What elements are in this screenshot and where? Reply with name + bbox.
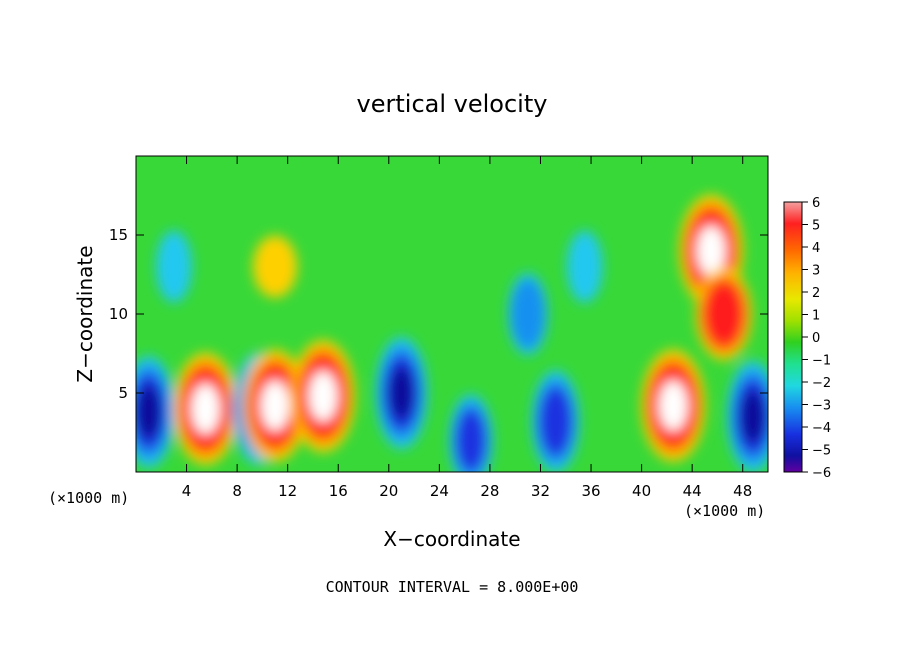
x-tick-label: 40 (632, 482, 651, 500)
contour-interval-note: CONTOUR INTERVAL = 8.000E+00 (326, 578, 579, 596)
colorbar-tick-label: 3 (812, 264, 820, 279)
velocity-cell-9 (566, 230, 603, 303)
colorbar-tick-label: 5 (812, 219, 820, 234)
colorbar-tick-label: −4 (812, 421, 831, 436)
velocity-cell-14 (155, 230, 192, 303)
y-tick-label: 10 (109, 305, 128, 323)
x-unit-label: (×1000 m) (684, 502, 765, 520)
velocity-cell-13 (740, 389, 766, 444)
y-tick-label: 15 (109, 226, 128, 244)
x-tick-label: 28 (480, 482, 499, 500)
colorbar-tick-label: 1 (812, 309, 820, 324)
velocity-cell-1 (191, 383, 220, 434)
velocity-cell-12 (704, 281, 744, 347)
x-tick-label: 8 (232, 482, 242, 500)
colorbar-tick-label: 0 (812, 331, 820, 346)
x-tick-label: 24 (430, 482, 449, 500)
colorbar-ticks: 6 5 4 3 2 1 0 −1 −2 −3 −4 −5 −6 (802, 196, 831, 481)
colorbar-tick-label: −6 (812, 466, 831, 481)
velocity-cell-15 (253, 235, 298, 298)
velocity-cell-5 (388, 366, 414, 420)
velocity-cell-8 (510, 279, 545, 349)
x-tick-label: 12 (278, 482, 297, 500)
y-axis-label: Z−coordinate (73, 245, 97, 382)
colorbar-tick-label: 4 (812, 241, 820, 256)
y-unit-label: (×1000 m) (48, 489, 129, 507)
x-axis-ticks: 4 8 12 16 20 24 28 32 36 40 44 48 (182, 156, 752, 500)
y-axis-ticks: 5 10 15 (109, 226, 768, 402)
colorbar-tick-label: −3 (812, 399, 831, 414)
x-tick-label: 16 (329, 482, 348, 500)
chart-title: vertical velocity (357, 90, 548, 118)
x-tick-label: 32 (531, 482, 550, 500)
x-tick-label: 4 (182, 482, 192, 500)
x-axis-label: X−coordinate (383, 527, 520, 551)
velocity-cell-7 (539, 386, 572, 457)
x-tick-label: 44 (683, 482, 702, 500)
x-tick-label: 20 (379, 482, 398, 500)
colorbar (783, 201, 803, 473)
velocity-cell-10 (658, 380, 688, 431)
velocity-cell-11 (696, 225, 726, 276)
velocity-cell-0 (136, 385, 162, 439)
colorbar-tick-label: −2 (812, 376, 831, 391)
velocity-cell-6 (456, 409, 486, 472)
x-tick-label: 36 (581, 482, 600, 500)
y-tick-label: 5 (118, 384, 128, 402)
colorbar-tick-label: 2 (812, 286, 820, 301)
velocity-field (136, 156, 768, 472)
colorbar-tick-label: −5 (812, 444, 831, 459)
colorbar-tick-label: 6 (812, 196, 820, 211)
velocity-cell-4 (308, 370, 338, 422)
velocity-cell-3 (260, 380, 290, 431)
x-tick-label: 48 (733, 482, 752, 500)
colorbar-tick-label: −1 (812, 354, 831, 369)
